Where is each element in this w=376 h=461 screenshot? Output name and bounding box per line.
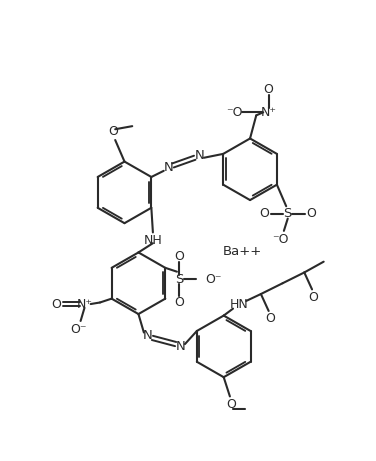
Text: N: N bbox=[143, 329, 153, 342]
Text: O: O bbox=[174, 250, 184, 263]
Text: S: S bbox=[175, 273, 183, 286]
Text: N: N bbox=[164, 161, 173, 174]
Text: O: O bbox=[265, 312, 275, 325]
Text: Ba++: Ba++ bbox=[223, 245, 262, 258]
Text: O: O bbox=[109, 125, 118, 138]
Text: NH: NH bbox=[144, 234, 162, 247]
Text: O: O bbox=[264, 83, 274, 96]
Text: HN: HN bbox=[230, 298, 249, 311]
Text: O⁻: O⁻ bbox=[70, 323, 86, 336]
Text: O: O bbox=[52, 297, 62, 311]
Text: ⁻O: ⁻O bbox=[272, 233, 288, 246]
Text: O: O bbox=[306, 207, 316, 220]
Text: N: N bbox=[194, 149, 204, 162]
Text: O: O bbox=[226, 398, 237, 411]
Text: O⁻: O⁻ bbox=[205, 273, 221, 286]
Text: N⁺: N⁺ bbox=[261, 106, 277, 119]
Text: N: N bbox=[176, 340, 185, 353]
Text: O: O bbox=[309, 290, 318, 304]
Text: S: S bbox=[284, 207, 292, 220]
Text: O: O bbox=[174, 296, 184, 309]
Text: O: O bbox=[259, 207, 270, 220]
Text: N⁺: N⁺ bbox=[76, 297, 92, 311]
Text: ⁻O: ⁻O bbox=[226, 106, 243, 119]
